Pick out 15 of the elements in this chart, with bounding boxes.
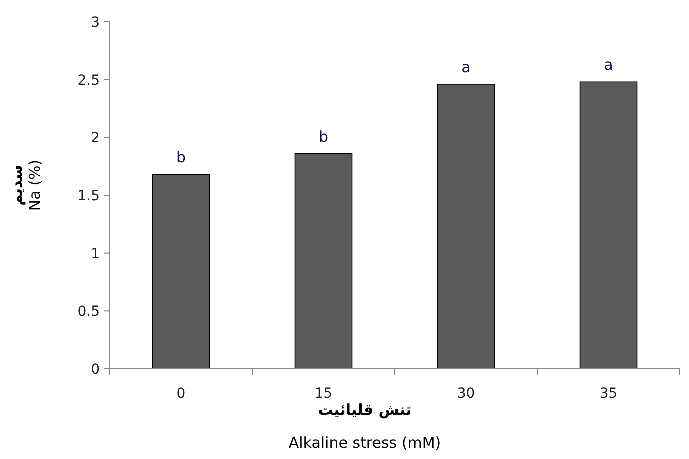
x-tick-label: 35 [600,386,618,402]
y-tick-label: 2 [91,130,100,147]
x-tick-label: 15 [314,386,333,402]
y-tick-label: 2.5 [78,72,100,89]
y-tick-label: 3 [91,15,100,31]
annotation: b [176,148,186,167]
annotation: b [318,128,329,146]
annotation: a [604,56,614,74]
x-tick-label: 30 [457,386,476,402]
y-tick-label: 1.5 [78,188,100,204]
y-tick-label: 0 [91,362,100,378]
annotation: a [462,58,471,76]
y-tick-label: 0.5 [78,304,100,320]
x-tick-label: 0 [176,386,186,402]
y-tick-label: 1 [91,246,100,262]
